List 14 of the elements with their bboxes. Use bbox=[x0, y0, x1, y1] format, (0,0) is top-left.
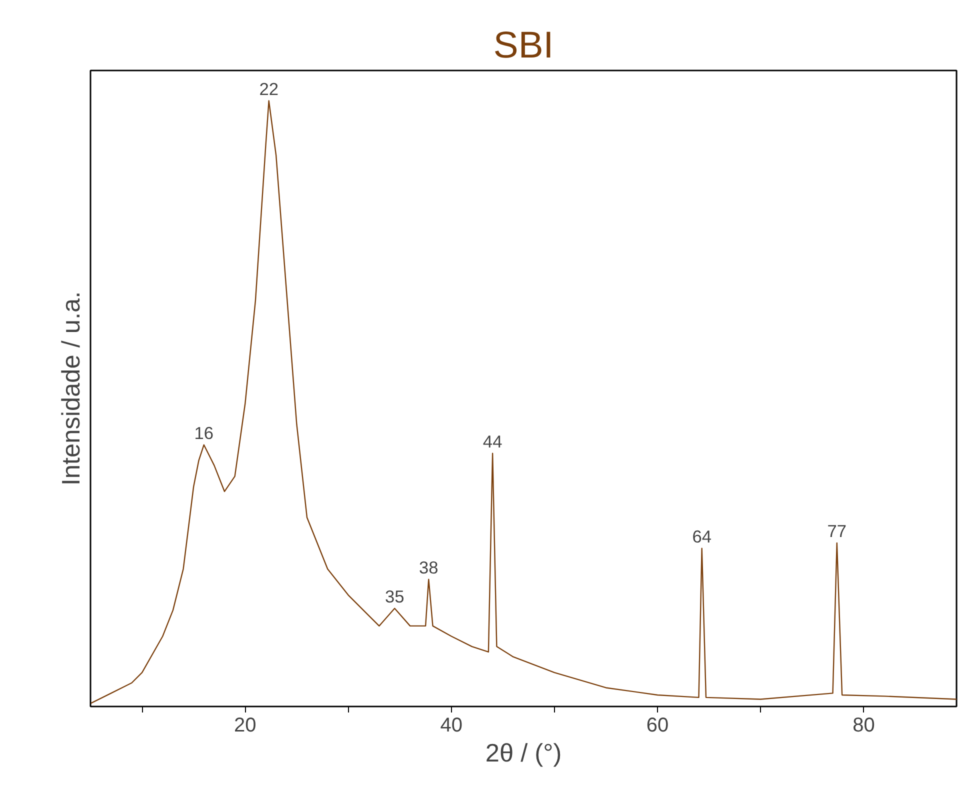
annotation: 64 bbox=[692, 526, 712, 546]
x-tick-label: 40 bbox=[440, 714, 462, 736]
chart-title: SBI bbox=[493, 24, 554, 66]
x-tick-label: 20 bbox=[234, 714, 256, 736]
annotation: 22 bbox=[259, 78, 278, 99]
x-tick-label: 60 bbox=[646, 714, 669, 736]
annotation: 35 bbox=[384, 586, 404, 606]
annotation: 77 bbox=[827, 520, 847, 541]
annotation: 38 bbox=[419, 557, 438, 578]
annotation: 16 bbox=[194, 422, 214, 443]
x-tick-label: 80 bbox=[852, 714, 875, 736]
annotation: 44 bbox=[482, 431, 503, 452]
x-axis-title: 2θ / (°) bbox=[485, 740, 562, 768]
y-axis-title: Intensidade / u.a. bbox=[58, 291, 86, 486]
